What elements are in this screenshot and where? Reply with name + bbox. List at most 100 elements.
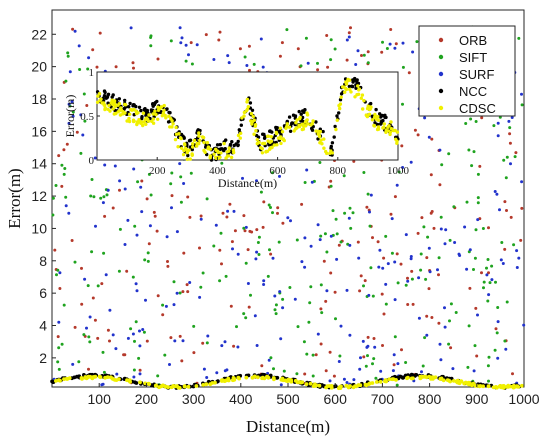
- data-point-orb: [156, 294, 160, 298]
- data-point-surf: [135, 233, 139, 237]
- data-point-orb: [410, 269, 414, 273]
- data-point-surf: [443, 242, 447, 246]
- inset-data-point-cdsc: [191, 142, 195, 146]
- data-point-sift: [470, 164, 474, 168]
- inset-data-point-cdsc: [278, 136, 282, 141]
- data-point-orb: [332, 374, 336, 378]
- y-tick-label: 14: [31, 156, 47, 172]
- inset-data-point-ncc: [290, 121, 294, 125]
- data-point-cdsc: [324, 385, 328, 390]
- inset-data-point-ncc: [337, 111, 341, 115]
- inset-data-point-cdsc: [338, 106, 342, 111]
- data-point-surf: [425, 333, 429, 337]
- data-point-cdsc: [54, 379, 58, 383]
- data-point-surf: [386, 262, 390, 266]
- inset-data-point-ncc: [151, 104, 155, 108]
- data-point-surf: [348, 333, 352, 337]
- data-point-surf: [144, 298, 147, 302]
- data-point-sift: [131, 275, 135, 279]
- inset-data-point-cdsc: [254, 129, 258, 133]
- inset-data-point-cdsc: [131, 108, 136, 112]
- data-point-orb: [365, 205, 369, 209]
- inset-x-axis-ticks: 200 400 600 800 1000: [149, 157, 410, 177]
- inset-data-point-ncc: [287, 115, 292, 119]
- data-point-surf: [123, 187, 127, 191]
- inset-data-point-ncc: [123, 98, 127, 103]
- data-point-sift: [304, 36, 308, 40]
- y-tick-label: 2: [39, 350, 47, 366]
- inset-data-point-cdsc: [170, 125, 174, 129]
- data-point-orb: [430, 210, 434, 213]
- inset-y-tick-label: 1: [89, 67, 95, 79]
- data-point-sift: [60, 342, 64, 346]
- data-point-surf: [220, 344, 224, 348]
- inset-x-tick-label: 400: [209, 165, 226, 177]
- inset-data-point-cdsc: [103, 106, 108, 110]
- data-point-sift: [134, 320, 138, 324]
- data-point-sift: [205, 197, 209, 201]
- data-point-sift: [136, 180, 140, 184]
- legend-label-surf: SURF: [459, 67, 494, 82]
- data-point-orb: [356, 240, 360, 244]
- data-point-surf: [126, 218, 130, 222]
- data-point-orb: [449, 346, 453, 350]
- data-point-orb: [480, 271, 483, 275]
- data-point-cdsc: [304, 382, 309, 386]
- y-tick-label: 8: [39, 253, 47, 269]
- data-point-surf: [393, 298, 397, 302]
- data-point-sift: [163, 353, 167, 357]
- data-point-sift: [362, 171, 366, 174]
- inset-data-point-cdsc: [373, 112, 377, 117]
- data-point-surf: [428, 270, 432, 274]
- data-point-surf: [438, 148, 442, 152]
- data-point-sift: [137, 356, 141, 360]
- inset-data-point-cdsc: [236, 133, 241, 138]
- data-point-sift: [57, 367, 61, 371]
- data-point-sift: [172, 280, 176, 284]
- data-point-sift: [66, 54, 70, 58]
- data-point-orb: [468, 286, 472, 290]
- inset-data-point-cdsc: [227, 146, 231, 150]
- data-point-surf: [289, 219, 292, 223]
- data-point-surf: [458, 254, 462, 257]
- data-point-surf: [206, 334, 210, 338]
- inset-data-point-ncc: [302, 110, 306, 115]
- inset-data-point-cdsc: [158, 106, 162, 111]
- data-point-orb: [326, 65, 330, 69]
- data-point-cdsc: [204, 382, 209, 387]
- data-point-surf: [195, 43, 199, 47]
- data-point-cdsc: [455, 380, 460, 385]
- data-point-cdsc: [98, 375, 103, 380]
- data-point-orb: [145, 339, 149, 343]
- data-point-orb: [520, 206, 524, 210]
- data-point-surf: [509, 162, 512, 166]
- data-point-orb: [201, 341, 205, 345]
- data-point-cdsc: [244, 375, 249, 380]
- data-point-orb: [80, 302, 84, 306]
- data-point-orb: [199, 214, 203, 218]
- data-point-orb: [300, 202, 304, 206]
- data-point-surf: [64, 204, 68, 208]
- inset-data-point-cdsc: [362, 98, 366, 103]
- data-point-orb: [178, 334, 182, 338]
- data-point-sift: [88, 340, 92, 344]
- data-point-orb: [132, 66, 135, 70]
- data-point-surf: [205, 376, 209, 379]
- data-point-surf: [318, 238, 322, 242]
- data-point-surf: [520, 180, 524, 184]
- data-point-orb: [325, 34, 329, 37]
- inset-data-point-cdsc: [260, 147, 264, 151]
- inset-data-point-cdsc: [253, 124, 257, 128]
- data-point-orb: [269, 252, 273, 256]
- inset-data-point-cdsc: [147, 113, 151, 117]
- inset-data-point-cdsc: [160, 114, 164, 118]
- inset-data-point-cdsc: [118, 109, 122, 113]
- data-point-surf: [135, 289, 139, 293]
- data-point-sift: [492, 124, 496, 128]
- data-point-sift: [447, 152, 451, 156]
- inset-data-point-cdsc: [136, 111, 140, 115]
- data-point-surf: [443, 306, 446, 310]
- data-point-orb: [100, 282, 104, 286]
- data-point-sift: [476, 172, 480, 176]
- inset-data-point-cdsc: [146, 119, 151, 123]
